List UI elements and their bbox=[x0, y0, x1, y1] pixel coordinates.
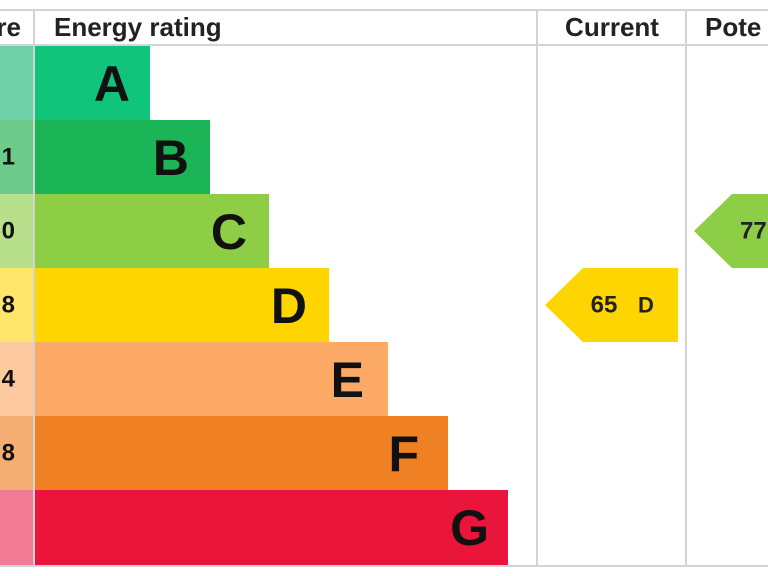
score-cell bbox=[0, 46, 34, 120]
score-cell bbox=[0, 490, 34, 565]
band-e bbox=[34, 342, 388, 416]
current-letter: D bbox=[638, 293, 654, 318]
band-f bbox=[34, 416, 448, 490]
header-current: Current bbox=[565, 12, 659, 42]
current-value: 65 bbox=[591, 292, 618, 319]
band-c bbox=[34, 194, 269, 268]
score-cell bbox=[0, 120, 34, 194]
band-score: 8 bbox=[2, 440, 15, 467]
band-letter: C bbox=[211, 204, 247, 260]
band-letter: E bbox=[331, 352, 364, 408]
header-score: re bbox=[0, 12, 21, 42]
band-b bbox=[34, 120, 210, 194]
band-letter: A bbox=[94, 56, 130, 112]
band-score: 0 bbox=[2, 218, 15, 245]
potential-value: 77 bbox=[740, 218, 767, 245]
band-letter: G bbox=[450, 500, 489, 556]
band-letter: B bbox=[153, 130, 189, 186]
potential-arrow bbox=[694, 194, 768, 268]
score-cell bbox=[0, 416, 34, 490]
band-g bbox=[34, 490, 508, 565]
band-d bbox=[34, 268, 329, 342]
band-score: 8 bbox=[2, 292, 15, 319]
band-a bbox=[34, 46, 150, 120]
band-score: 1 bbox=[2, 144, 15, 171]
header-potential: Pote bbox=[705, 12, 761, 42]
band-letter: F bbox=[388, 426, 419, 482]
score-cell bbox=[0, 268, 34, 342]
band-score: 4 bbox=[2, 366, 16, 393]
header-rating: Energy rating bbox=[54, 12, 222, 42]
current-arrow bbox=[545, 268, 678, 342]
score-cell bbox=[0, 342, 34, 416]
band-letter: D bbox=[271, 278, 307, 334]
score-cell bbox=[0, 194, 34, 268]
